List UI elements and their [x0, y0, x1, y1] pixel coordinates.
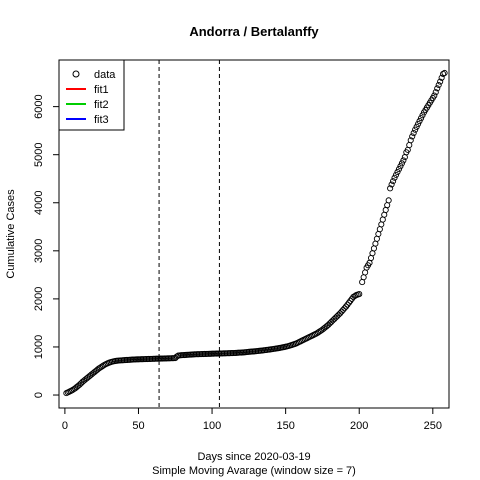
- x-tick-label: 200: [350, 420, 368, 432]
- data-point: [412, 126, 419, 133]
- data-point: [335, 311, 342, 318]
- data-point: [407, 137, 414, 144]
- data-point: [387, 185, 394, 192]
- chart-title: Andorra / Bertalanffy: [189, 24, 319, 39]
- data-point: [398, 160, 405, 167]
- data-point: [334, 313, 341, 320]
- y-tick-label: 0: [33, 392, 45, 398]
- y-axis: 0 1000 2000 3000 4000 5000 6000: [33, 94, 60, 398]
- legend-label-fit1: fit1: [94, 84, 109, 96]
- data-point: [392, 171, 400, 178]
- y-tick-label: 5000: [33, 142, 45, 166]
- data-points: [63, 69, 448, 397]
- data-point: [437, 78, 444, 85]
- y-tick-label: 4000: [33, 191, 45, 215]
- y-axis-label: Cumulative Cases: [5, 189, 17, 279]
- legend-label-data: data: [94, 69, 116, 81]
- data-point: [345, 299, 352, 306]
- data-point: [329, 317, 336, 324]
- data-point: [331, 316, 338, 323]
- data-point: [431, 92, 438, 99]
- data-point: [434, 85, 441, 92]
- legend-label-fit3: fit3: [94, 114, 109, 126]
- data-point: [400, 157, 407, 164]
- y-tick-label: 3000: [33, 239, 45, 263]
- data-point: [416, 117, 423, 125]
- x-axis-subtitle: Simple Moving Avarage (window size = 7): [152, 465, 356, 477]
- legend-label-fit2: fit2: [94, 99, 109, 111]
- data-point: [385, 197, 392, 204]
- data-point: [440, 70, 447, 77]
- legend-marker-data: [72, 70, 80, 78]
- x-tick-label: 100: [203, 420, 221, 432]
- data-point: [438, 74, 445, 81]
- data-point: [341, 305, 348, 312]
- data-point: [419, 112, 426, 119]
- x-axis: 0 50 100 150 200 250: [62, 407, 442, 432]
- x-tick-label: 0: [62, 420, 68, 432]
- x-tick-label: 50: [132, 420, 144, 432]
- y-tick-label: 6000: [33, 94, 45, 118]
- data-point: [441, 69, 448, 77]
- data-point: [328, 318, 335, 326]
- data-point: [410, 130, 417, 137]
- data-point: [413, 123, 420, 130]
- data-point: [173, 353, 180, 360]
- x-tick-label: 150: [276, 420, 294, 432]
- y-tick-label: 2000: [33, 287, 45, 311]
- data-point: [394, 168, 401, 176]
- data-point: [332, 314, 339, 321]
- x-axis-label: Days since 2020-03-19: [197, 451, 310, 463]
- data-point: [415, 120, 422, 127]
- data-point: [397, 163, 404, 170]
- data-point: [409, 133, 416, 140]
- data-point: [432, 89, 439, 96]
- legend: data fit1 fit2 fit3: [58, 59, 125, 131]
- y-tick-label: 1000: [33, 335, 45, 359]
- data-point: [342, 303, 350, 310]
- data-point: [347, 297, 354, 304]
- data-point: [356, 291, 363, 298]
- data-point: [390, 178, 397, 185]
- vertical-reference-lines: [158, 60, 220, 408]
- data-point: [391, 174, 398, 181]
- data-point: [435, 81, 442, 89]
- data-point: [388, 181, 395, 188]
- data-point: [344, 301, 351, 308]
- data-point: [417, 115, 425, 122]
- x-tick-label: 250: [424, 420, 442, 432]
- data-point: [395, 166, 403, 173]
